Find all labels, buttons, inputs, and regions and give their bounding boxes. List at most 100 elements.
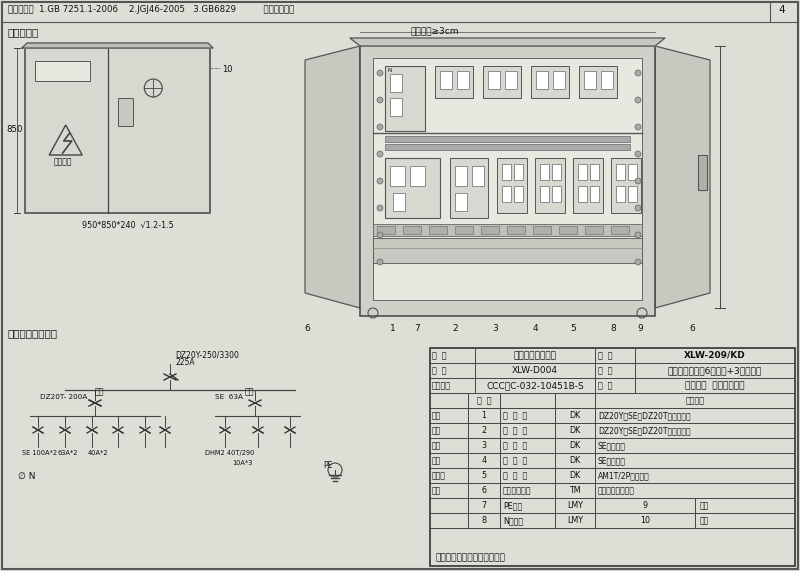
Text: 3: 3 [492,324,498,333]
Text: 9: 9 [642,501,647,510]
Bar [403,226,421,234]
Circle shape [377,97,383,103]
Bar [393,193,405,211]
Polygon shape [305,46,360,308]
Text: PE端子: PE端子 [503,501,522,510]
Bar [628,186,637,202]
Bar [552,186,561,202]
Text: 校核: 校核 [432,441,442,450]
Bar [35,61,90,81]
Text: 2: 2 [482,426,486,435]
Bar [559,226,577,234]
Text: XLW-209/KD: XLW-209/KD [684,351,746,360]
Bar [430,348,795,566]
Text: 施工现场  二级分配配电: 施工现场 二级分配配电 [686,381,745,390]
Text: 设计: 设计 [432,411,442,420]
Bar [455,193,467,211]
Text: 二级分配电箱（6路动力+3路照明）: 二级分配电箱（6路动力+3路照明） [668,366,762,375]
Bar [616,186,625,202]
Circle shape [635,124,641,130]
Text: 6: 6 [304,324,310,333]
Text: 5: 5 [570,324,576,333]
Text: 主要配件: 主要配件 [686,396,705,405]
Text: 2: 2 [452,324,458,333]
Circle shape [635,70,641,76]
Text: SE透明系列: SE透明系列 [598,441,626,450]
Bar [505,71,517,89]
Bar [440,71,452,89]
Text: ∅ N: ∅ N [18,472,35,481]
Text: 壳体与门的软连接: 壳体与门的软连接 [598,486,635,495]
Text: 10: 10 [640,516,650,525]
Bar [25,48,210,213]
Circle shape [635,178,641,184]
Text: 审核: 审核 [432,456,442,465]
Bar [373,238,642,263]
Bar [552,164,561,180]
Bar [611,158,641,213]
Text: SE 100A*2: SE 100A*2 [22,450,57,456]
Text: 标准化: 标准化 [432,471,446,480]
Bar [540,164,549,180]
Text: 图  号: 图 号 [432,366,446,375]
Text: 8: 8 [610,324,616,333]
Bar [584,71,596,89]
Text: 规  格: 规 格 [598,366,613,375]
Circle shape [377,232,383,238]
Bar [377,226,395,234]
Text: 4: 4 [778,5,785,15]
Bar [698,155,707,190]
Bar [385,158,440,218]
Bar [578,186,587,202]
Text: 总装配图：: 总装配图： [8,27,39,37]
Circle shape [635,259,641,265]
Bar [578,164,587,180]
Bar [373,224,642,236]
Text: DZ20Y-250/3300: DZ20Y-250/3300 [175,350,239,359]
Text: DK: DK [570,471,581,480]
Bar [390,74,402,92]
Text: XLW-D004: XLW-D004 [512,366,558,375]
Bar [118,98,134,126]
Bar [611,226,629,234]
Text: 断  路  器: 断 路 器 [503,426,527,435]
Text: 用  途: 用 途 [598,381,613,390]
Text: 950*850*240  √1.2-1.5: 950*850*240 √1.2-1.5 [82,221,174,230]
Circle shape [635,205,641,211]
Bar [585,226,603,234]
Bar [390,98,402,116]
Text: 10A*3: 10A*3 [232,460,252,466]
Circle shape [635,97,641,103]
Text: 3: 3 [482,441,486,450]
Text: 标牌: 标牌 [700,516,710,525]
Bar [497,158,527,213]
Circle shape [377,259,383,265]
Circle shape [635,151,641,157]
Text: 6: 6 [689,324,695,333]
Circle shape [377,70,383,76]
Bar [590,186,599,202]
Text: 断  路  器: 断 路 器 [503,471,527,480]
Bar [435,66,473,98]
Text: 断  路  器: 断 路 器 [503,441,527,450]
Text: 7: 7 [482,501,486,510]
Circle shape [377,124,383,130]
Text: 10: 10 [222,65,233,74]
Text: 序  号: 序 号 [477,396,491,405]
Text: 4: 4 [532,324,538,333]
Text: 4: 4 [482,456,486,465]
Polygon shape [655,46,710,308]
Bar [514,164,523,180]
Text: 1: 1 [482,411,486,420]
Text: 日期: 日期 [432,486,442,495]
Bar [483,66,521,98]
Text: 40A*2: 40A*2 [88,450,109,456]
Bar [616,164,625,180]
Text: 动力: 动力 [95,387,105,396]
Bar [502,164,511,180]
Text: 制图: 制图 [432,426,442,435]
Text: 6: 6 [482,486,486,495]
Text: 8: 8 [482,516,486,525]
Text: 线夹: 线夹 [700,501,710,510]
Text: AM1T/2P透明系列: AM1T/2P透明系列 [598,471,650,480]
